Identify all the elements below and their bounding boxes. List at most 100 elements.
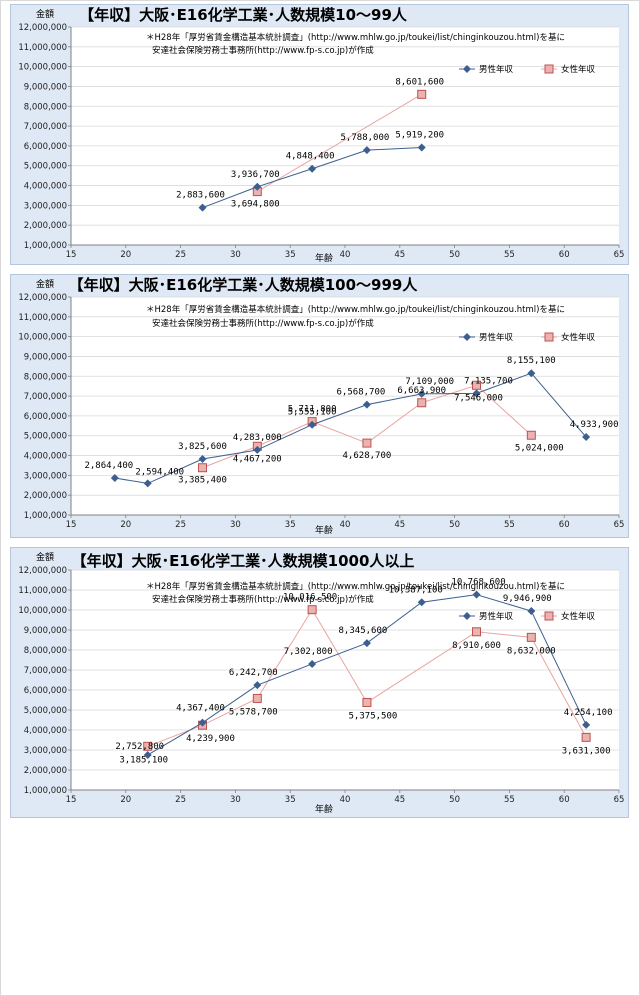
chart-3: 1,000,000 2,000,000 3,000,000 4,000,000 5,00… [18,551,624,815]
legend-label-male: 男性年収 [479,332,514,343]
x-tick-label: 50 [449,520,460,530]
source-note-line1: ＊H28年「厚労省賃金構造基本統計調査」(http://www.mhlw.go.… [146,581,565,592]
x-tick-label: 45 [394,250,405,260]
chart-panel-1: 1,000,000 2,000,000 3,000,000 4,000,000 5,00… [10,4,629,265]
male-data-label: 4,933,900 [570,420,619,430]
y-tick-label: 7,000,000 [24,122,67,132]
male-point-marker [472,389,481,398]
male-data-label: 10,387,100 [389,585,443,595]
x-tick-label: 55 [504,520,515,530]
female-point-marker [252,693,262,703]
source-note-line1: ＊H28年「厚労省賃金構造基本統計調査」(http://www.mhlw.go.… [146,32,565,43]
female-point-marker [526,430,536,440]
male-point-marker [527,607,536,616]
legend-label-male: 男性年収 [479,64,514,75]
female-data-label: 8,910,600 [452,641,501,651]
x-tick-label: 25 [175,250,186,260]
source-note-line1: ＊H28年「厚労省賃金構造基本統計調査」(http://www.mhlw.go.… [146,304,565,315]
y-tick-label: 1,000,000 [24,786,67,796]
plot-area [71,570,619,790]
legend-label-female: 女性年収 [561,611,596,622]
female-point-marker [362,438,372,448]
x-tick-label: 35 [285,520,296,530]
male-data-label: 9,946,900 [503,594,552,604]
male-data-label: 7,109,000 [405,377,454,387]
x-tick-label: 55 [504,250,515,260]
plot-area [71,297,619,515]
x-tick-label: 20 [120,250,131,260]
male-data-label: 7,302,800 [284,647,333,657]
y-tick-label: 2,000,000 [24,221,67,231]
male-point-marker [308,164,317,173]
y-tick-label: 11,000,000 [18,586,67,596]
female-data-label: 6,663,900 [397,386,446,396]
x-axis-title: 年齢 [315,252,333,264]
x-tick-label: 60 [559,250,570,260]
y-tick-label: 4,000,000 [24,726,67,736]
y-tick-label: 10,000,000 [18,63,67,73]
female-series-line [257,93,422,193]
male-point-marker [527,369,536,378]
x-axis-title: 年齢 [315,803,333,815]
male-point-marker [198,203,207,212]
male-data-label: 4,848,400 [286,152,335,162]
y-tick-label: 8,000,000 [24,102,67,112]
legend-label-female: 女性年収 [561,64,596,75]
male-point-marker [253,445,262,454]
source-note-line2: 安達社会保険労務士事務所(http://www.fp-s.co.jp)が作成 [152,594,374,605]
source-note-line2: 安達社会保険労務士事務所(http://www.fp-s.co.jp)が作成 [152,318,374,329]
female-point-marker [143,741,153,751]
male-point-marker [143,479,152,488]
male-point-marker [582,433,591,442]
x-tick-label: 30 [230,795,241,805]
male-data-label: 4,254,100 [564,708,613,718]
chart-title: 【年収】大阪･E16化学工業･人数規模100～999人 [69,276,419,294]
y-tick-label: 8,000,000 [24,372,67,382]
chart-title: 【年収】大阪･E16化学工業･人数規模10～99人 [79,6,408,24]
legend-label-female: 女性年収 [561,332,596,343]
x-tick-label: 25 [175,795,186,805]
x-tick-label: 40 [340,795,351,805]
male-point-marker [143,750,152,759]
y-tick-label: 3,000,000 [24,471,67,481]
male-point-marker [362,639,371,648]
x-tick-label: 55 [504,795,515,805]
y-tick-label: 2,000,000 [24,491,67,501]
y-tick-label: 4,000,000 [24,182,67,192]
y-tick-label: 9,000,000 [24,352,67,362]
female-data-label: 4,467,200 [233,454,282,464]
female-data-label: 7,546,000 [454,393,503,403]
y-tick-label: 10,000,000 [18,333,67,343]
y-tick-label: 12,000,000 [18,566,67,576]
x-tick-label: 35 [285,795,296,805]
female-data-label: 3,385,400 [178,476,227,486]
male-data-label: 4,367,400 [176,704,225,714]
legend-label-male: 男性年収 [479,611,514,622]
female-data-label: 4,239,900 [186,734,235,744]
male-point-marker [308,420,317,429]
male-point-marker [417,598,426,607]
y-tick-label: 7,000,000 [24,666,67,676]
x-tick-label: 50 [449,795,460,805]
male-point-marker [362,400,371,409]
chart-panel-2: 1,000,000 2,000,000 3,000,000 4,000,000 5,00… [10,274,629,538]
female-point-marker [472,627,482,637]
x-tick-label: 65 [614,250,625,260]
x-tick-label: 35 [285,250,296,260]
female-data-label: 8,632,000 [507,646,556,656]
chart-1: 1,000,000 2,000,000 3,000,000 4,000,000 5,00… [18,6,625,264]
y-tick-label: 1,000,000 [24,241,67,251]
plot-area [71,27,619,245]
male-data-label: 7,135,700 [464,376,513,386]
y-tick-label: 5,000,000 [24,162,67,172]
female-data-label: 4,628,700 [343,451,392,461]
male-data-label: 5,555,100 [288,408,337,418]
x-tick-label: 60 [559,795,570,805]
male-data-label: 4,283,000 [233,433,282,443]
y-tick-label: 12,000,000 [18,293,67,303]
x-tick-label: 45 [394,520,405,530]
female-point-marker [307,605,317,615]
male-point-marker [417,143,426,152]
x-tick-label: 40 [340,520,351,530]
y-tick-label: 2,000,000 [24,766,67,776]
